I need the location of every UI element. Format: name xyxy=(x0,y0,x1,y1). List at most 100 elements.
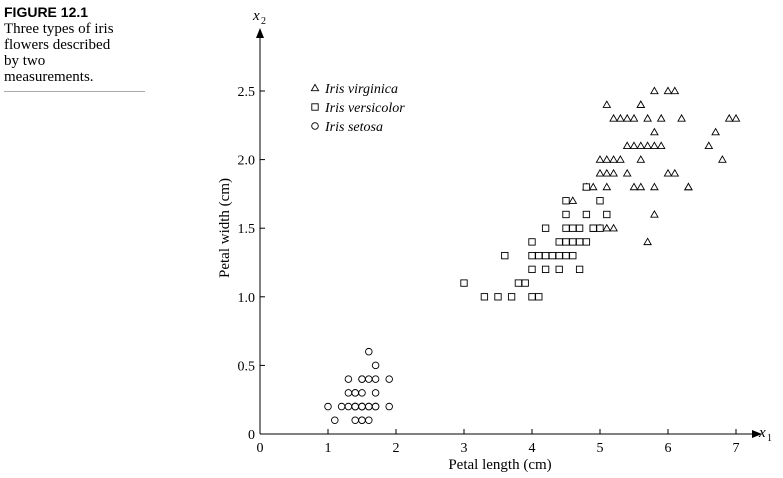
y-axis-title: Petal width (cm) xyxy=(217,178,233,278)
virginica-point xyxy=(595,155,605,163)
versicolor-point xyxy=(528,251,536,260)
versicolor-point xyxy=(575,238,584,246)
virginica-point xyxy=(609,223,618,232)
virginica-point xyxy=(636,182,646,191)
setosa-point xyxy=(358,375,366,383)
virginica-point xyxy=(650,209,659,218)
x-tick-label: 1 xyxy=(325,441,332,456)
versicolor-point xyxy=(535,251,543,260)
y-tick-label: 1.5 xyxy=(238,222,256,237)
versicolor-point xyxy=(582,238,591,246)
virginica-point xyxy=(663,86,673,95)
versicolor-point xyxy=(501,251,509,260)
versicolor-point xyxy=(569,238,577,246)
setosa-point xyxy=(324,402,332,411)
versicolor-point xyxy=(541,251,550,260)
virginica-point xyxy=(650,86,659,95)
virginica-point xyxy=(616,155,625,163)
virginica-point xyxy=(636,155,646,163)
versicolor-point xyxy=(494,293,502,301)
setosa-point xyxy=(351,416,359,425)
caption-line-2: flowers described xyxy=(4,37,111,53)
virginica-point xyxy=(663,168,673,177)
x-tick-label: 3 xyxy=(461,441,468,456)
virginica-point xyxy=(595,168,605,177)
versicolor-point xyxy=(603,210,611,219)
virginica-point xyxy=(609,113,618,122)
versicolor-point xyxy=(528,293,536,301)
y-tick-label: 2.5 xyxy=(238,85,256,100)
versicolor-point xyxy=(575,224,584,232)
x-tick-label: 5 xyxy=(597,441,604,456)
virginica-point xyxy=(650,141,659,150)
caption-divider xyxy=(4,91,145,92)
legend-triangle-icon xyxy=(310,83,320,92)
versicolor-point xyxy=(514,279,523,287)
x-tick-label: 2 xyxy=(393,441,400,456)
y-axis-variable-subscript: 2 xyxy=(261,16,266,27)
versicolor-point xyxy=(589,224,597,232)
legend-circle-icon xyxy=(311,122,319,130)
virginica-point xyxy=(704,141,714,150)
virginica-point xyxy=(629,182,639,191)
versicolor-point xyxy=(562,197,570,205)
virginica-point xyxy=(629,113,639,122)
setosa-point xyxy=(344,389,353,397)
virginica-point xyxy=(684,182,693,191)
versicolor-point xyxy=(555,265,563,274)
virginica-point xyxy=(650,182,659,191)
versicolor-point xyxy=(562,251,570,260)
figure-label: FIGURE 12.1 xyxy=(4,4,89,20)
x-axis-variable-subscript: 1 xyxy=(767,433,772,444)
versicolor-point xyxy=(507,293,516,301)
setosa-point xyxy=(365,402,373,411)
setosa-point xyxy=(365,375,373,383)
versicolor-point xyxy=(555,238,563,246)
virginica-point xyxy=(622,113,632,122)
setosa-point xyxy=(365,347,373,356)
caption-line-4: measurements. xyxy=(4,69,94,85)
legend-label: Iris setosa xyxy=(324,120,383,135)
setosa-point xyxy=(371,389,380,397)
y-tick-label: 2.0 xyxy=(238,154,256,169)
x-tick-label: 7 xyxy=(733,441,740,456)
virginica-point xyxy=(609,168,618,177)
setosa-point xyxy=(358,416,366,425)
versicolor-point xyxy=(555,251,563,260)
x-tick-label: 6 xyxy=(665,441,672,456)
virginica-point xyxy=(650,127,659,136)
data-points xyxy=(324,86,741,425)
x-tick-label: 4 xyxy=(529,441,536,456)
virginica-point xyxy=(602,182,612,191)
virginica-point xyxy=(609,155,618,163)
versicolor-point xyxy=(569,251,577,260)
virginica-point xyxy=(622,141,632,150)
virginica-point xyxy=(602,155,612,163)
setosa-point xyxy=(351,389,359,397)
legend-label: Iris virginica xyxy=(324,82,398,97)
x-axis-variable: x xyxy=(758,425,766,441)
virginica-point xyxy=(588,182,598,191)
virginica-point xyxy=(602,223,612,232)
x-tick-label: 0 xyxy=(257,441,264,456)
y-axis-variable: x xyxy=(252,8,260,24)
setosa-point xyxy=(371,402,380,411)
versicolor-point xyxy=(480,293,489,301)
x-axis-title: Petal length (cm) xyxy=(448,457,551,473)
axis-labels: Petal length (cm)Petal width (cm)x 1x 2 xyxy=(217,8,772,473)
versicolor-point xyxy=(562,238,570,246)
versicolor-point xyxy=(460,279,468,287)
setosa-point xyxy=(344,402,353,411)
virginica-point xyxy=(602,100,612,108)
virginica-point xyxy=(629,141,639,150)
versicolor-point xyxy=(521,279,529,287)
virginica-point xyxy=(711,127,720,136)
setosa-point xyxy=(358,402,366,411)
legend-label: Iris versicolor xyxy=(324,101,405,116)
y-tick-label: 0 xyxy=(248,428,255,443)
setosa-point xyxy=(344,375,353,383)
y-axis-arrow xyxy=(256,28,264,38)
versicolor-point xyxy=(575,265,584,274)
figure-caption: FIGURE 12.1 Three types of iris flowers … xyxy=(4,4,146,92)
